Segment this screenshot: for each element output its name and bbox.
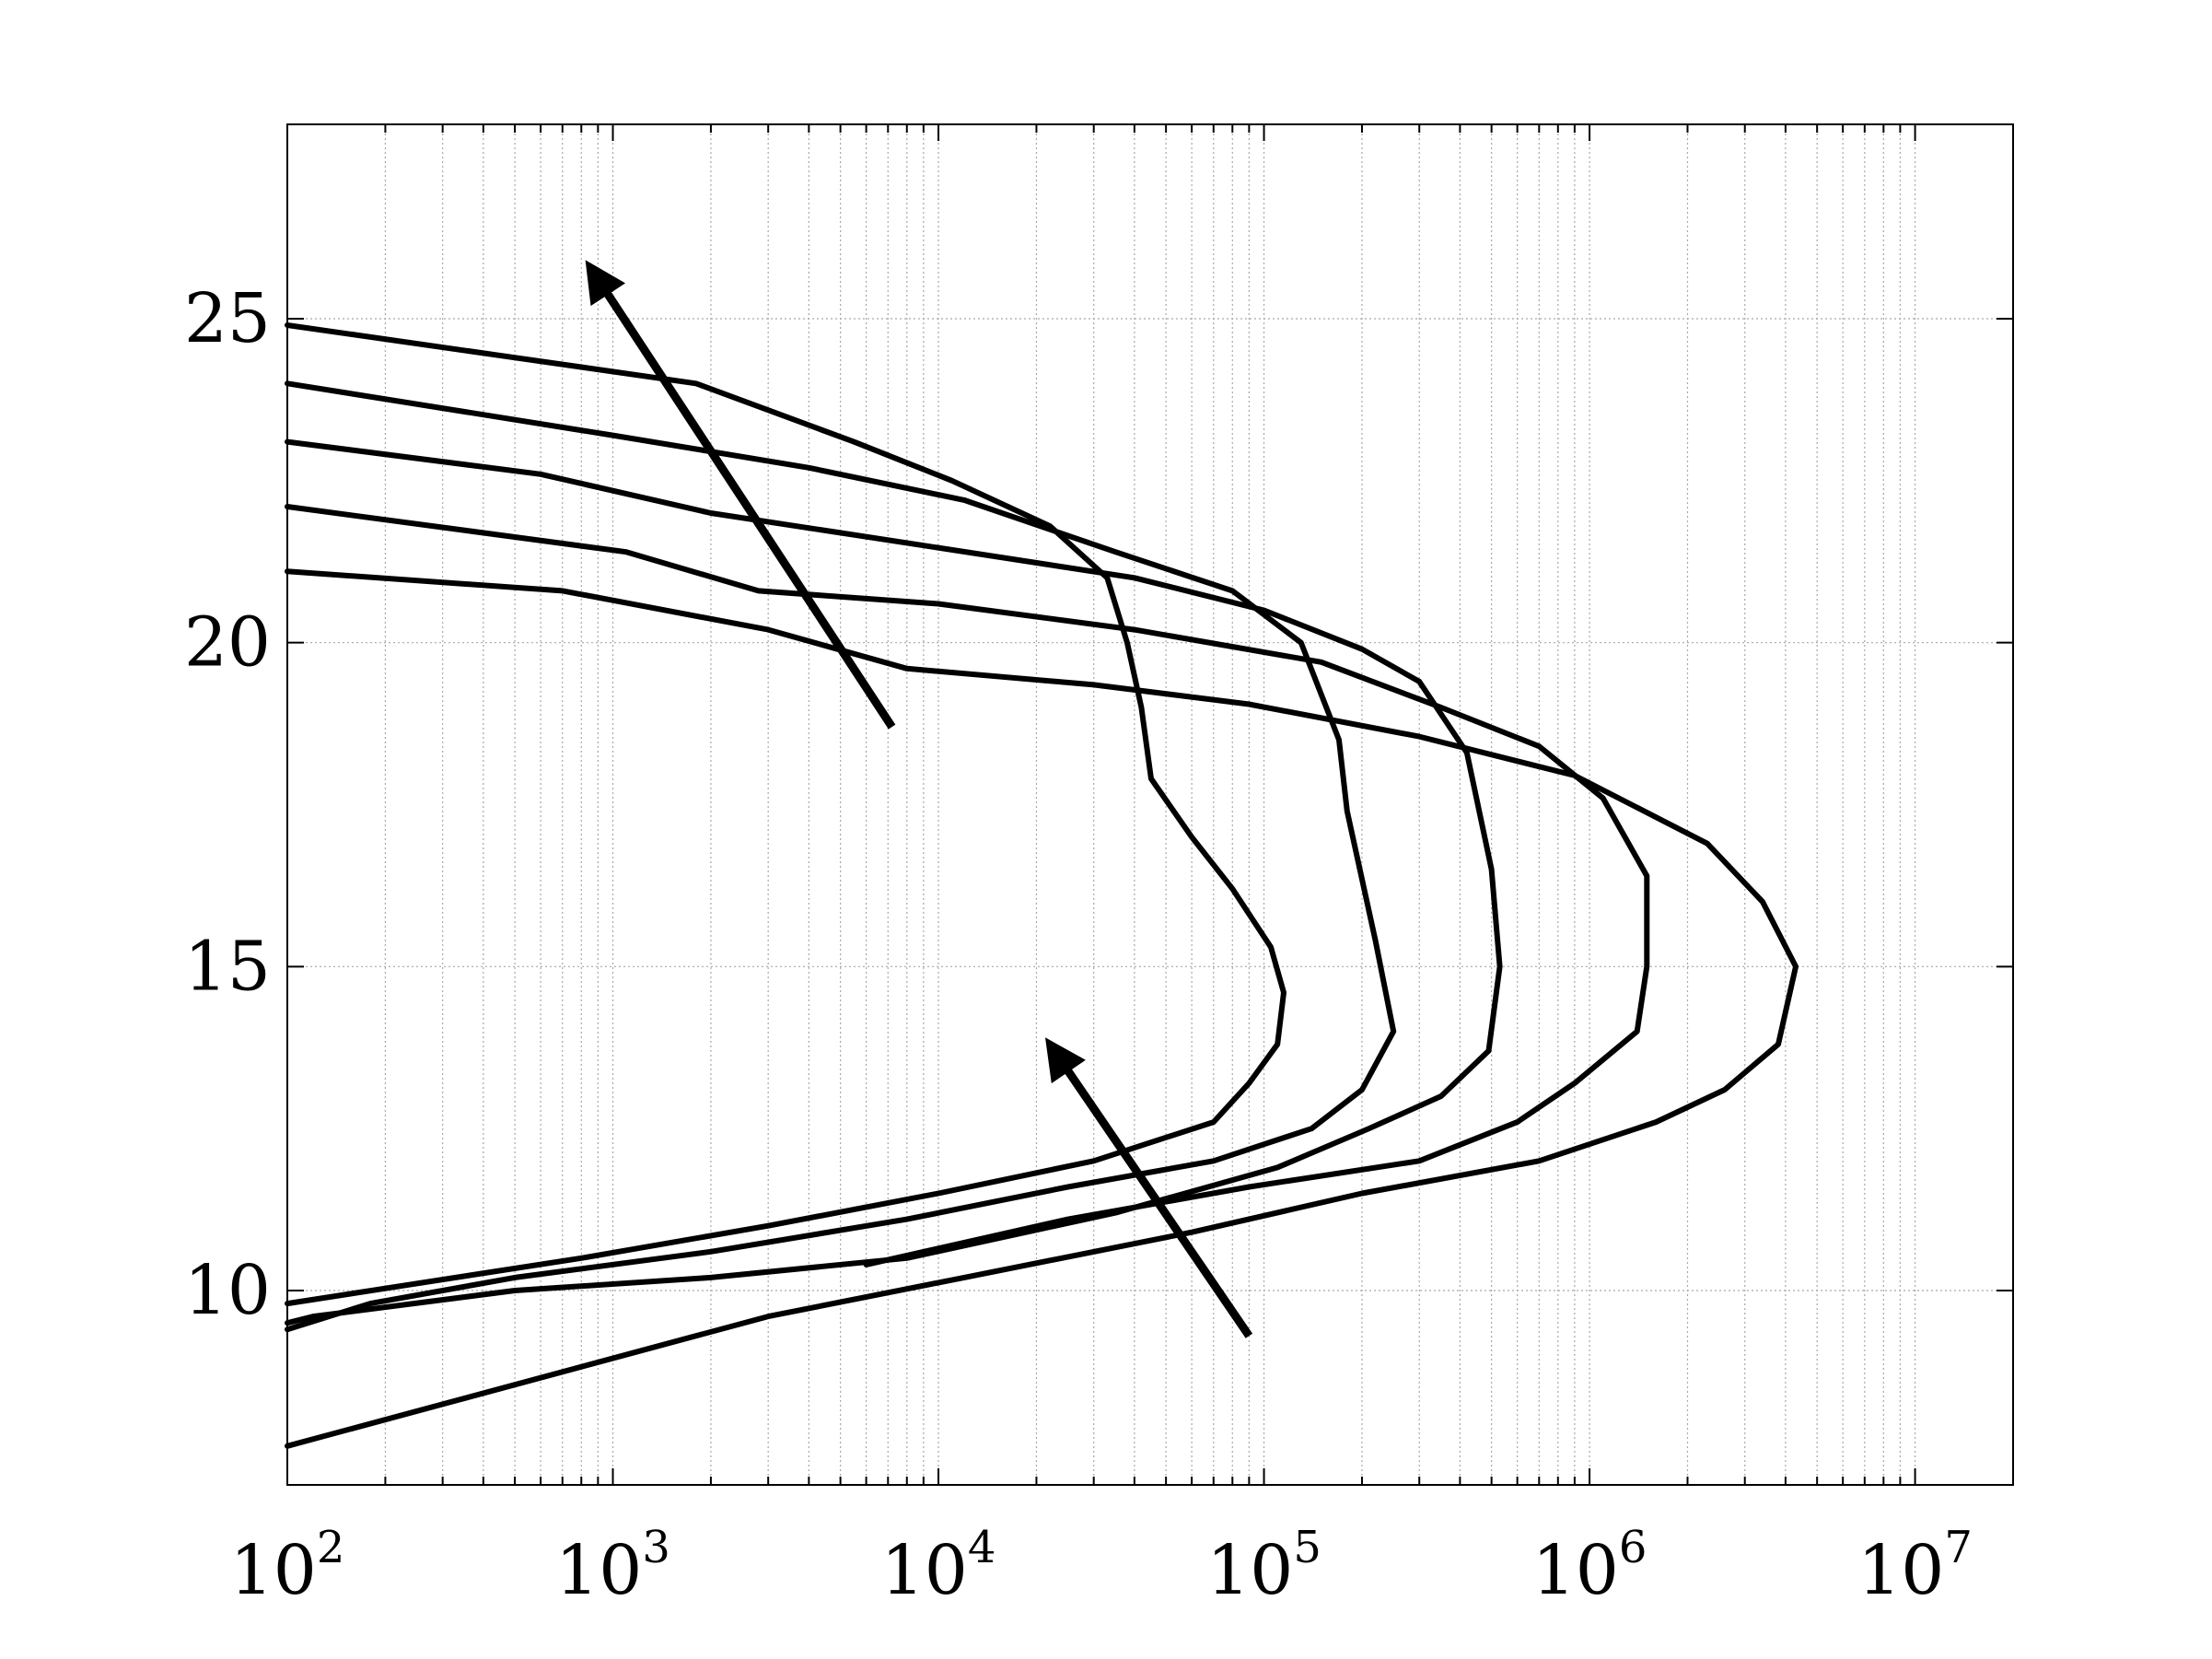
series-line-2 [285,504,1650,1268]
series-line-4 [285,380,1397,1333]
x-tick-label: 106 [1532,1522,1647,1610]
y-tick-label: 10 [184,1251,271,1330]
annotation-arrow-2 [1045,1037,1253,1338]
tick-labels: 102 103 104 105 106 107 10 15 20 25 [184,279,1973,1610]
series-group [285,322,1799,1449]
x-tick-label: 105 [1206,1522,1321,1610]
annotations-group [585,260,1253,1338]
y-tick-label: 15 [184,927,271,1006]
series-line-3 [285,438,1503,1326]
x-tick-label: 103 [555,1522,670,1610]
y-tick-label: 25 [184,279,271,358]
series-line-5 [285,322,1286,1307]
x-tick-label: 107 [1857,1522,1973,1610]
y-tick-label: 20 [184,603,271,683]
annotation-arrow-1 [585,260,896,730]
x-tick-label: 102 [230,1522,345,1610]
plot-frame [286,123,2014,1486]
x-tick-label: 104 [881,1522,996,1610]
series-line-1 [285,568,1799,1449]
ticks [286,124,2014,1485]
